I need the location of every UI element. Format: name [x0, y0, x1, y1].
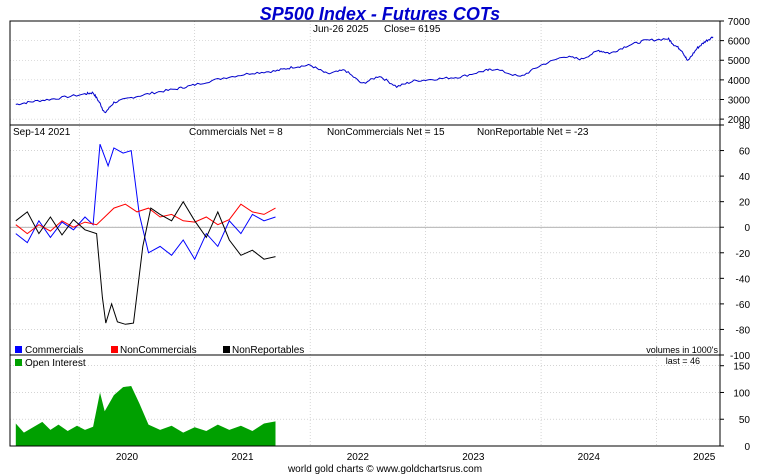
legend-noncommercials: NonCommercials [120, 345, 197, 356]
net-positions-panel [15, 144, 276, 325]
chart-title: SP500 Index - Futures COTs [260, 4, 500, 24]
oi-y-tick-label: 100 [733, 388, 750, 399]
net-y-tick-label: -20 [736, 249, 751, 260]
cot-date-label: Sep-14 2021 [13, 127, 71, 138]
price-close-label: Close= 6195 [384, 24, 441, 35]
net-y-tick-label: 40 [739, 172, 751, 183]
noncommercials-line [15, 203, 276, 235]
panel-frame-oi [9, 354, 721, 447]
commercials-net-label: Commercials Net = 8 [189, 127, 283, 138]
open-interest-panel [15, 386, 276, 446]
price-y-tick-label: 2000 [728, 115, 751, 126]
legend-swatch-open-interest [15, 359, 22, 366]
net-y-tick-label: 60 [739, 147, 751, 158]
net-y-tick-label: 80 [739, 121, 751, 132]
noncommercials-net-label: NonCommercials Net = 15 [327, 127, 445, 138]
net-y-tick-label: -100 [730, 351, 750, 362]
price-y-tick-label: 6000 [728, 37, 751, 48]
price-panel [15, 36, 714, 114]
legend-nonreportables: NonReportables [232, 345, 304, 356]
price-y-tick-label: 5000 [728, 56, 751, 67]
nonreportables-line [15, 200, 276, 325]
oi-y-tick-label: 0 [744, 442, 750, 453]
net-y-tick-label: -60 [736, 300, 751, 311]
x-tick-label: 2023 [462, 452, 485, 463]
price-y-tick-label: 3000 [728, 95, 751, 106]
x-tick-label: 2021 [231, 452, 254, 463]
x-tick-label: 2024 [578, 452, 601, 463]
footer-credit: world gold charts © www.goldchartsrus.co… [287, 464, 482, 475]
legend-swatch-noncommercials [111, 346, 118, 353]
x-tick-label: 2022 [347, 452, 370, 463]
price-y-tick-label: 7000 [728, 17, 751, 28]
nonreportable-net-label: NonReportable Net = -23 [477, 127, 589, 138]
axis-layer: 2020 2021 2022 2023 2024 20252000300040005000… [116, 17, 751, 463]
grid-layer [10, 20, 720, 447]
net-y-tick-label: -80 [736, 325, 751, 336]
panel-frame-price [9, 20, 721, 126]
price-y-tick-label: 4000 [728, 76, 751, 87]
open-interest-area [15, 386, 276, 446]
legend-swatch-nonreportables [223, 346, 230, 353]
price-date-label: Jun-26 2025 [313, 24, 369, 35]
legend-open-interest: Open Interest [25, 358, 86, 369]
oi-y-tick-label: 150 [733, 362, 750, 373]
net-y-tick-label: 0 [744, 223, 750, 234]
legend-commercials: Commercials [25, 345, 83, 356]
volumes-note: volumes in 1000's [646, 345, 718, 355]
oi-y-tick-label: 50 [739, 415, 751, 426]
x-tick-label: 2025 [693, 452, 716, 463]
price-line [15, 36, 714, 114]
net-y-tick-label: -40 [736, 274, 751, 285]
last-note: last = 46 [666, 356, 700, 366]
commercials-line [15, 144, 276, 261]
net-y-tick-label: 20 [739, 198, 751, 209]
x-tick-label: 2020 [116, 452, 139, 463]
legend-swatch-commercials [15, 346, 22, 353]
